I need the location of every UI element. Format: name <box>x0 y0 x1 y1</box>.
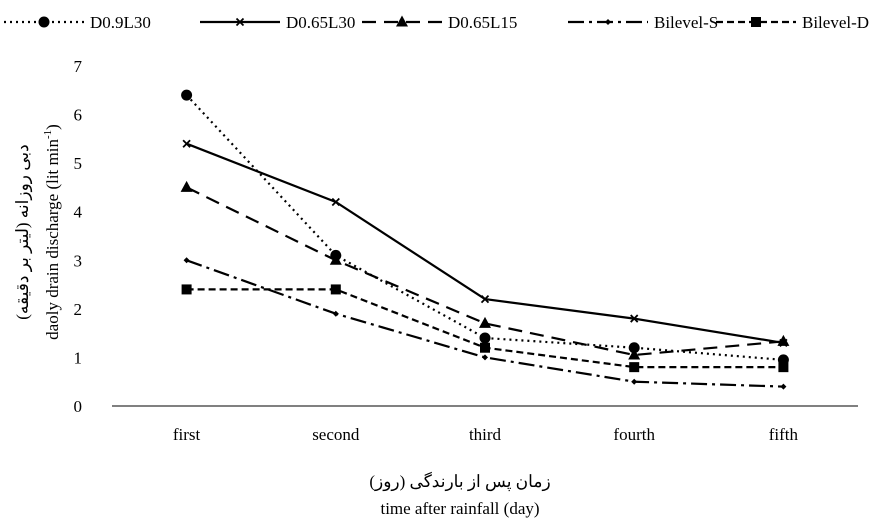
data-point-bilevel-s <box>332 310 339 317</box>
data-point-bilevel-s <box>482 354 488 361</box>
y-tick-label: 0 <box>74 397 83 416</box>
data-point-d0-65l30 <box>630 314 639 323</box>
legend-label-d0-65l15: D0.65L15 <box>448 13 517 32</box>
series-line-d0-65l15 <box>186 186 784 357</box>
data-point-bilevel-d <box>480 342 490 353</box>
legend-label-bilevel-d: Bilevel-D <box>802 13 869 32</box>
data-point-bilevel-s <box>183 257 190 264</box>
legend-label-d0-65l30: D0.65L30 <box>286 13 355 32</box>
data-point-d0-65l30 <box>331 197 340 207</box>
legend-label-bilevel-s: Bilevel-S <box>654 13 718 32</box>
x-tick-label: first <box>173 425 201 444</box>
data-point-d0-65l15 <box>479 316 491 328</box>
data-point-d0-65l15 <box>180 180 193 192</box>
legend-marker-d0-65l30 <box>235 17 245 27</box>
legend-marker-bilevel-s <box>605 19 611 25</box>
series-line-d0-65l30 <box>186 142 784 344</box>
y-tick-label: 5 <box>74 154 83 173</box>
x-tick-label: fifth <box>769 425 799 444</box>
legend-marker-d0-9l30 <box>38 16 50 28</box>
x-axis-title-fa: زمان پس از بارندگی (روز) <box>369 471 550 492</box>
y-tick-label: 6 <box>74 106 83 125</box>
y-axis-title: دبی روزانه (لیتر بر دقیقه) daoly drain d… <box>13 124 62 340</box>
y-tick-label: 1 <box>74 348 83 367</box>
x-tick-label: fourth <box>613 425 655 444</box>
series-group <box>180 89 790 390</box>
legend: D0.9L30 D0.65L30 D0.65L15 Bilevel-S Bilevel-… <box>4 13 869 32</box>
legend-marker-bilevel-d <box>751 17 761 27</box>
data-point-d0-65l30-stroke <box>331 197 340 207</box>
legend-marker-d0-65l15 <box>396 15 408 27</box>
data-point-bilevel-d <box>181 284 192 295</box>
data-point-d0-65l15 <box>777 334 790 346</box>
data-point-d0-65l30-stroke <box>480 295 490 304</box>
data-point-d0-9l30 <box>628 342 640 354</box>
data-point-d0-65l30-stroke <box>630 314 639 323</box>
series-line-d0-9l30 <box>185 94 784 361</box>
data-point-d0-65l30 <box>182 139 191 148</box>
data-point-bilevel-s <box>780 383 787 390</box>
x-tick-label: third <box>469 425 502 444</box>
data-point-d0-9l30 <box>181 89 193 101</box>
data-point-bilevel-d <box>778 362 789 373</box>
data-point-bilevel-d <box>629 362 640 373</box>
data-point-d0-65l15 <box>628 348 641 360</box>
y-tick-label: 4 <box>74 203 83 222</box>
data-point-d0-65l30-stroke <box>182 139 191 148</box>
x-axis-ticks: first second third fourth fifth <box>173 425 799 444</box>
y-tick-label: 7 <box>74 57 83 76</box>
legend-marker-d0-65l30-stroke <box>235 17 245 27</box>
x-axis-title-en: time after rainfall (day) <box>380 499 539 518</box>
y-tick-label: 3 <box>74 251 83 270</box>
data-point-d0-65l15 <box>329 253 342 265</box>
data-point-d0-9l30 <box>479 332 491 344</box>
data-point-d0-65l30 <box>480 295 490 304</box>
x-tick-label: second <box>312 425 360 444</box>
y-axis-title-fa: دبی روزانه (لیتر بر دقیقه) <box>13 144 33 319</box>
legend-label-d0-9l30: D0.9L30 <box>90 13 151 32</box>
y-axis-title-en: daoly drain discharge (lit min-1) <box>42 124 62 340</box>
y-axis-ticks: 0 1 2 3 4 5 6 7 <box>74 57 83 416</box>
data-point-bilevel-d <box>330 284 341 295</box>
data-point-bilevel-s <box>631 378 638 385</box>
y-tick-label: 2 <box>74 300 83 319</box>
